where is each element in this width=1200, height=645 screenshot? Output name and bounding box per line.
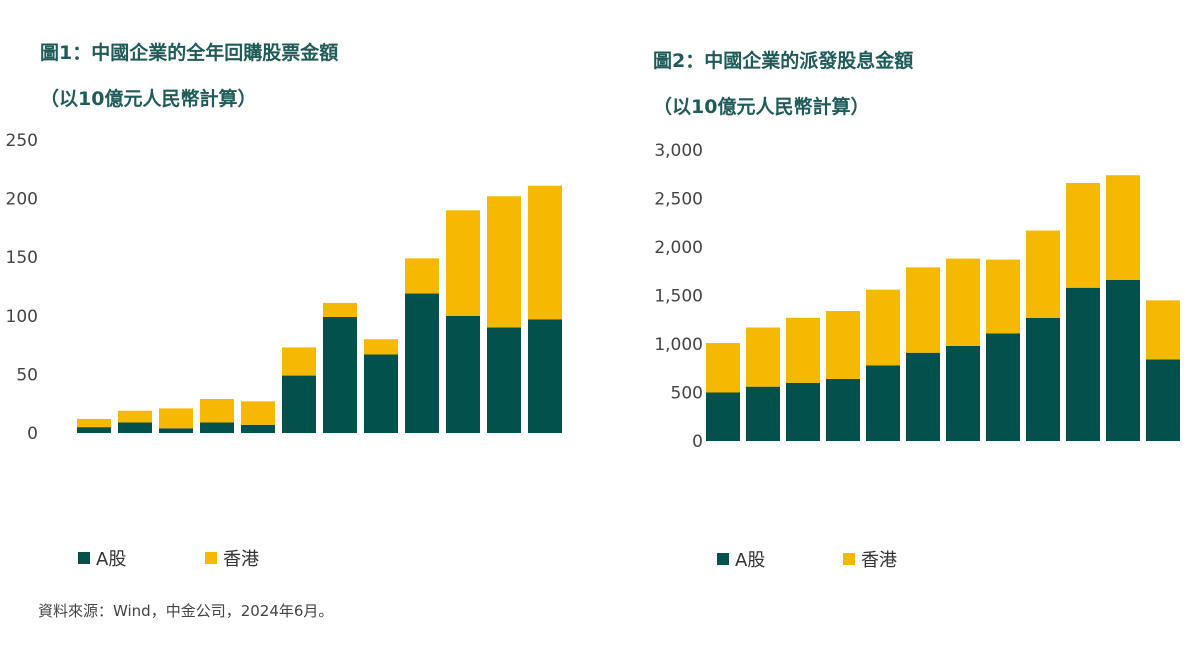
- bar-segment-a-share: [446, 315, 480, 433]
- y-tick-label: 100: [6, 307, 38, 327]
- y-tick-label: 2,500: [654, 190, 703, 210]
- bar-segment-a-share: [200, 422, 234, 433]
- chart-2-legend-a-share: A股: [717, 546, 765, 572]
- bar-segment-a-share: [986, 333, 1020, 441]
- bar-segment-hong-kong: [1106, 175, 1140, 280]
- bar-segment-a-share: [282, 375, 316, 433]
- bar-segment-a-share: [1066, 287, 1100, 441]
- bar-segment-hong-kong: [986, 259, 1020, 334]
- bar-segment-hong-kong: [487, 196, 521, 328]
- bar-segment-hong-kong: [528, 185, 562, 320]
- bar-segment-a-share: [405, 293, 439, 433]
- y-tick-label: 50: [16, 365, 38, 385]
- y-tick-label: 250: [6, 131, 38, 151]
- y-tick-label: 200: [6, 190, 38, 210]
- chart-2-plot: 0 500 1,000 1,500 2,000 2,500 3,000: [654, 141, 1180, 452]
- bar-segment-hong-kong: [118, 410, 152, 423]
- bar-segment-a-share: [826, 378, 860, 441]
- bar-segment-a-share: [118, 422, 152, 433]
- y-tick-label: 0: [692, 432, 703, 452]
- source-note: 資料來源：Wind，中金公司，2024年6月。: [38, 602, 334, 620]
- bar-segment-hong-kong: [1026, 230, 1060, 318]
- bar-segment-a-share: [1026, 317, 1060, 441]
- bar-segment-hong-kong: [364, 339, 398, 355]
- bar-segment-a-share: [77, 427, 111, 433]
- y-tick-label: 2,000: [654, 238, 703, 258]
- bar-segment-hong-kong: [1146, 300, 1180, 360]
- legend-label-a-share: A股: [735, 550, 766, 571]
- bar-segment-hong-kong: [906, 267, 940, 353]
- bar-segment-hong-kong: [241, 401, 275, 425]
- bar-segment-hong-kong: [200, 399, 234, 423]
- bar-segment-a-share: [364, 354, 398, 433]
- bar-segment-a-share: [706, 392, 740, 441]
- y-tick-label: 0: [27, 424, 38, 444]
- bar-segment-hong-kong: [446, 210, 480, 316]
- y-tick-label: 1,500: [654, 287, 703, 307]
- y-tick-label: 150: [6, 248, 38, 268]
- bar-segment-a-share: [323, 316, 357, 433]
- bar-segment-hong-kong: [866, 289, 900, 366]
- bar-segment-hong-kong: [786, 317, 820, 383]
- bar-segment-a-share: [906, 352, 940, 441]
- legend-swatch-hong-kong: [205, 552, 217, 564]
- chart-2-subtitle: （以10億元人民幣計算）: [653, 96, 870, 118]
- y-tick-label: 500: [671, 384, 703, 404]
- bar-segment-hong-kong: [77, 418, 111, 428]
- bar-segment-a-share: [528, 319, 562, 433]
- chart-1-title: 圖1：中國企業的全年回購股票金額: [40, 42, 339, 64]
- legend-label-hong-kong: 香港: [223, 549, 259, 570]
- bar-segment-hong-kong: [1066, 182, 1100, 288]
- bar-segment-hong-kong: [323, 302, 357, 317]
- chart-1-subtitle: （以10億元人民幣計算）: [40, 88, 257, 110]
- legend-swatch-a-share: [717, 553, 729, 565]
- chart-1-plot: 0 50 100 150 200 250: [6, 131, 562, 444]
- legend-swatch-a-share: [78, 552, 90, 564]
- bar-segment-hong-kong: [159, 408, 193, 429]
- bar-segment-a-share: [946, 345, 980, 441]
- bar-segment-a-share: [1106, 279, 1140, 441]
- bar-segment-a-share: [487, 327, 521, 433]
- legend-label-a-share: A股: [96, 549, 127, 570]
- bar-segment-hong-kong: [405, 258, 439, 294]
- bar-segment-hong-kong: [282, 347, 316, 376]
- bar-segment-hong-kong: [706, 343, 740, 393]
- bar-segment-a-share: [746, 386, 780, 441]
- bar-segment-hong-kong: [946, 258, 980, 346]
- bar-segment-a-share: [866, 365, 900, 441]
- y-tick-label: 1,000: [654, 335, 703, 355]
- bar-segment-hong-kong: [746, 327, 780, 387]
- chart-2-legend-hong-kong: 香港: [843, 546, 897, 572]
- bar-segment-hong-kong: [826, 311, 860, 379]
- bar-segment-a-share: [1146, 359, 1180, 441]
- legend-swatch-hong-kong: [843, 553, 855, 565]
- bar-segment-a-share: [159, 428, 193, 433]
- bar-segment-a-share: [241, 424, 275, 433]
- chart-2-title: 圖2：中國企業的派發股息金額: [653, 50, 914, 72]
- bar-segment-a-share: [786, 382, 820, 441]
- chart-1-legend-hong-kong: 香港: [205, 545, 259, 571]
- legend-label-hong-kong: 香港: [861, 550, 897, 571]
- y-tick-label: 3,000: [654, 141, 703, 161]
- chart-1-legend-a-share: A股: [78, 545, 126, 571]
